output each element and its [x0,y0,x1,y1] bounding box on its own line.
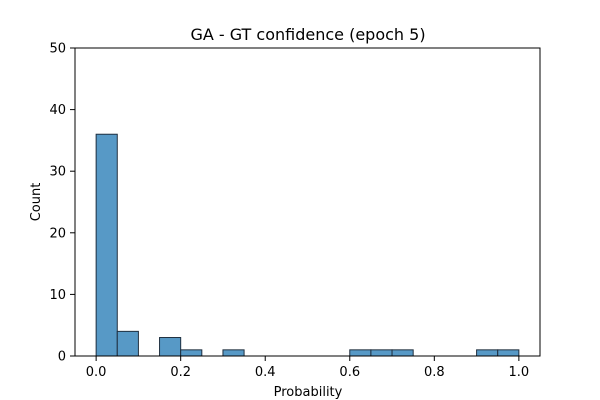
x-tick-label: 0.4 [255,365,276,380]
histogram-bar [222,349,245,357]
y-tick-label: 30 [49,165,66,180]
histogram-bar [116,330,139,357]
histogram-bar [391,349,414,357]
histogram-bar [159,337,182,357]
plot-area-frame [74,47,541,357]
x-tick-label: 0.2 [170,365,191,380]
histogram-bar [349,349,372,357]
histogram-bar [370,349,393,357]
chart-title: GA - GT confidence (epoch 5) [190,25,425,44]
x-axis-label: Probability [274,385,343,400]
histogram-bar [95,133,118,357]
histogram-bar [180,349,203,357]
y-tick-label: 40 [49,103,66,118]
histogram-bar [476,349,499,357]
y-axis-ticks: 0 10 20 30 40 50 [49,42,75,365]
x-tick-label: 1.0 [509,365,530,380]
y-tick-label: 10 [49,288,66,303]
y-axis-label: Count [29,183,44,222]
y-tick-label: 20 [49,226,66,241]
x-axis-ticks: 0.0 0.2 0.4 0.6 0.8 1.0 [86,356,529,380]
y-tick-label: 50 [49,42,66,57]
bars-group [95,133,520,357]
x-tick-label: 0.8 [424,365,445,380]
x-tick-label: 0.6 [339,365,360,380]
x-tick-label: 0.0 [86,365,107,380]
histogram-bar [497,349,520,357]
y-tick-label: 0 [58,350,66,365]
